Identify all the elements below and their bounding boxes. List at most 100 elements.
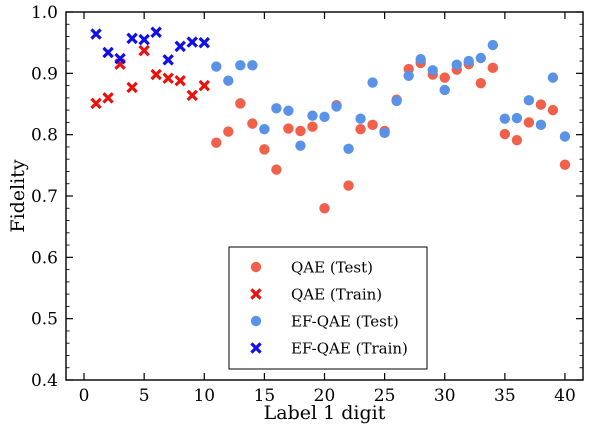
- data-point: [415, 54, 426, 65]
- legend-item: QAE (Train): [250, 286, 382, 304]
- data-point: [499, 128, 511, 140]
- data-point: [535, 99, 547, 110]
- data-points: [90, 26, 571, 214]
- data-point: [174, 74, 186, 87]
- data-point: [343, 143, 354, 154]
- data-point: [463, 55, 474, 67]
- data-point: [511, 134, 523, 146]
- legend-label: QAE (Train): [291, 286, 382, 304]
- data-point: [439, 84, 450, 96]
- y-tick-label: 0.6: [31, 248, 58, 268]
- legend-marker: [250, 288, 262, 300]
- data-point: [391, 95, 402, 107]
- series-ef-qae-test: [211, 39, 571, 154]
- data-point: [211, 137, 222, 148]
- data-point: [355, 113, 366, 124]
- series-ef-qae-train: [90, 26, 210, 66]
- data-point: [198, 79, 210, 92]
- data-point: [331, 101, 342, 112]
- data-point: [235, 60, 246, 71]
- data-point: [295, 125, 306, 137]
- data-point: [114, 52, 126, 65]
- x-tick-label: 25: [374, 386, 396, 406]
- data-point: [283, 105, 294, 116]
- y-tick-label: 0.5: [31, 310, 58, 330]
- x-tick-label: 30: [434, 386, 456, 406]
- data-point: [150, 68, 162, 81]
- y-tick-label: 0.7: [31, 187, 58, 207]
- legend-label: QAE (Test): [291, 259, 373, 277]
- legend-marker: [250, 261, 262, 273]
- legend-label: EF-QAE (Train): [291, 340, 408, 358]
- data-point: [126, 81, 138, 94]
- data-point: [451, 59, 462, 70]
- data-point: [439, 72, 450, 83]
- legend-label: EF-QAE (Test): [291, 313, 399, 331]
- data-point: [403, 70, 414, 81]
- y-tick-label: 0.4: [31, 371, 58, 391]
- data-point: [90, 28, 102, 40]
- legend-item: QAE (Test): [250, 259, 373, 277]
- legend-box: [228, 246, 428, 370]
- x-tick-label: 0: [79, 386, 90, 406]
- data-point: [186, 36, 198, 48]
- data-point: [138, 44, 150, 57]
- y-tick-label: 0.9: [31, 64, 58, 84]
- data-point: [319, 203, 330, 214]
- data-point: [211, 61, 222, 72]
- y-tick-label: 0.8: [31, 126, 58, 146]
- data-point: [247, 60, 258, 71]
- axes: 0 5 10 15 20 25 30 35 40 0.4 0.5 0.6 0.7 0.8 0.9 1.0: [31, 3, 583, 406]
- x-tick-label: 20: [314, 386, 336, 406]
- data-point: [427, 65, 438, 76]
- data-point: [295, 140, 306, 151]
- legend-marker: [250, 342, 262, 354]
- data-point: [102, 92, 114, 104]
- data-point: [223, 126, 234, 137]
- y-axis-label: Fidelity: [7, 159, 29, 232]
- data-point: [367, 119, 378, 131]
- data-point: [379, 127, 390, 139]
- data-point: [343, 180, 354, 191]
- data-point: [126, 32, 138, 45]
- data-point: [223, 75, 234, 86]
- data-point: [487, 62, 499, 74]
- data-point: [547, 72, 559, 83]
- data-point: [523, 95, 535, 106]
- data-point: [90, 97, 102, 110]
- legend-item: EF-QAE (Train): [250, 340, 408, 358]
- x-tick-label: 40: [554, 386, 576, 406]
- y-tick-label: 1.0: [31, 3, 58, 23]
- legend: QAE (Test) QAE (Train) EF-QAE (Test) EF-QAE…: [228, 246, 428, 370]
- data-point: [319, 111, 330, 123]
- data-point: [102, 46, 114, 59]
- x-tick-label: 5: [139, 386, 150, 406]
- data-point: [499, 113, 511, 124]
- data-point: [355, 123, 366, 135]
- data-point: [247, 118, 258, 129]
- x-axis-label: Label 1 digit: [264, 402, 386, 424]
- data-point: [307, 110, 318, 121]
- data-point: [487, 39, 499, 51]
- data-point: [283, 123, 294, 134]
- data-point: [198, 36, 210, 49]
- data-point: [535, 119, 547, 131]
- data-point: [475, 77, 487, 89]
- legend-marker: [250, 315, 262, 327]
- data-point: [271, 164, 282, 175]
- data-point: [235, 98, 246, 109]
- data-point: [162, 54, 174, 66]
- data-point: [367, 77, 378, 88]
- data-point: [271, 103, 282, 114]
- x-tick-label: 35: [494, 386, 516, 406]
- data-point: [475, 52, 487, 64]
- data-point: [259, 144, 270, 155]
- data-point: [559, 159, 571, 170]
- data-point: [307, 121, 318, 132]
- legend-item: EF-QAE (Test): [250, 313, 399, 331]
- x-tick-label: 15: [254, 386, 276, 406]
- data-point: [174, 40, 186, 53]
- data-point: [162, 72, 174, 84]
- data-point: [559, 131, 571, 142]
